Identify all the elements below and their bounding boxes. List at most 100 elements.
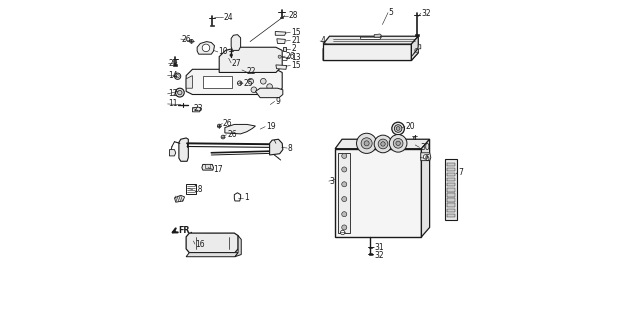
Polygon shape xyxy=(231,35,241,50)
Text: 22: 22 xyxy=(247,67,257,76)
Text: FR.: FR. xyxy=(179,226,193,235)
Bar xyxy=(447,168,455,171)
Polygon shape xyxy=(282,57,287,60)
Text: 8: 8 xyxy=(288,144,292,152)
Polygon shape xyxy=(234,193,241,201)
Circle shape xyxy=(175,73,180,79)
Circle shape xyxy=(178,90,182,95)
Bar xyxy=(447,209,455,212)
Text: 2: 2 xyxy=(291,44,296,53)
Circle shape xyxy=(392,122,404,135)
Circle shape xyxy=(342,182,347,187)
Circle shape xyxy=(176,75,179,78)
Polygon shape xyxy=(193,107,201,112)
Polygon shape xyxy=(269,139,283,155)
Text: 25: 25 xyxy=(244,79,253,88)
Text: 18: 18 xyxy=(193,185,203,194)
Polygon shape xyxy=(275,32,286,35)
Bar xyxy=(211,25,214,26)
Text: 19: 19 xyxy=(266,122,275,131)
Text: 7: 7 xyxy=(458,168,463,177)
Circle shape xyxy=(396,141,401,146)
Circle shape xyxy=(251,87,257,93)
Bar xyxy=(415,34,419,36)
Text: 26: 26 xyxy=(223,119,232,128)
Bar xyxy=(447,188,455,192)
Polygon shape xyxy=(277,39,285,43)
Bar xyxy=(447,178,455,181)
Bar xyxy=(447,203,455,207)
Polygon shape xyxy=(197,42,214,54)
Circle shape xyxy=(342,212,347,217)
Bar xyxy=(447,183,455,186)
Bar xyxy=(205,164,211,168)
Bar xyxy=(283,47,286,51)
Circle shape xyxy=(260,78,266,84)
Text: 16: 16 xyxy=(196,240,205,249)
Text: 4: 4 xyxy=(321,37,326,45)
Circle shape xyxy=(230,54,232,56)
Bar xyxy=(447,163,455,166)
Text: 20: 20 xyxy=(406,122,415,131)
Text: 1: 1 xyxy=(244,193,248,202)
Circle shape xyxy=(389,135,407,152)
Text: 27: 27 xyxy=(232,59,241,67)
Circle shape xyxy=(413,137,416,139)
Circle shape xyxy=(278,55,281,58)
Polygon shape xyxy=(186,253,238,257)
Text: 11: 11 xyxy=(168,100,178,108)
Bar xyxy=(173,64,177,66)
Circle shape xyxy=(342,197,347,202)
Circle shape xyxy=(340,230,345,235)
Circle shape xyxy=(248,78,253,84)
Bar xyxy=(447,214,455,217)
Circle shape xyxy=(342,225,347,230)
Polygon shape xyxy=(421,153,431,161)
Circle shape xyxy=(396,127,400,130)
Polygon shape xyxy=(421,139,429,237)
Polygon shape xyxy=(235,236,241,257)
Bar xyxy=(447,173,455,176)
Text: 14: 14 xyxy=(168,71,178,80)
Polygon shape xyxy=(276,65,287,69)
Polygon shape xyxy=(323,36,419,44)
Text: 15: 15 xyxy=(291,61,301,70)
Circle shape xyxy=(356,133,377,153)
Circle shape xyxy=(415,49,419,52)
Text: 29: 29 xyxy=(168,59,178,67)
Bar xyxy=(445,159,458,220)
Text: 32: 32 xyxy=(374,251,384,260)
Circle shape xyxy=(364,141,369,146)
Polygon shape xyxy=(323,44,412,60)
Circle shape xyxy=(221,135,225,139)
Circle shape xyxy=(342,167,347,172)
Circle shape xyxy=(378,139,388,149)
Circle shape xyxy=(189,39,193,43)
Bar xyxy=(369,247,372,248)
Polygon shape xyxy=(374,34,381,37)
Circle shape xyxy=(393,139,403,148)
Text: 32: 32 xyxy=(421,9,431,18)
Polygon shape xyxy=(255,88,283,98)
Circle shape xyxy=(374,135,392,153)
Circle shape xyxy=(218,124,221,128)
Text: 28: 28 xyxy=(289,11,298,20)
Circle shape xyxy=(237,81,242,85)
Polygon shape xyxy=(186,76,193,88)
Polygon shape xyxy=(395,140,401,142)
Text: 17: 17 xyxy=(214,165,223,174)
Circle shape xyxy=(267,84,273,89)
Circle shape xyxy=(202,44,210,52)
Polygon shape xyxy=(179,138,188,161)
Polygon shape xyxy=(335,149,421,237)
Text: 23: 23 xyxy=(194,104,204,113)
Text: 15: 15 xyxy=(291,28,301,37)
Bar xyxy=(447,198,455,202)
Circle shape xyxy=(175,88,184,97)
Text: 5: 5 xyxy=(388,8,394,17)
Bar xyxy=(339,153,350,233)
Text: 24: 24 xyxy=(224,13,234,22)
Polygon shape xyxy=(175,195,184,202)
Polygon shape xyxy=(412,36,419,60)
Text: 13: 13 xyxy=(291,53,301,62)
